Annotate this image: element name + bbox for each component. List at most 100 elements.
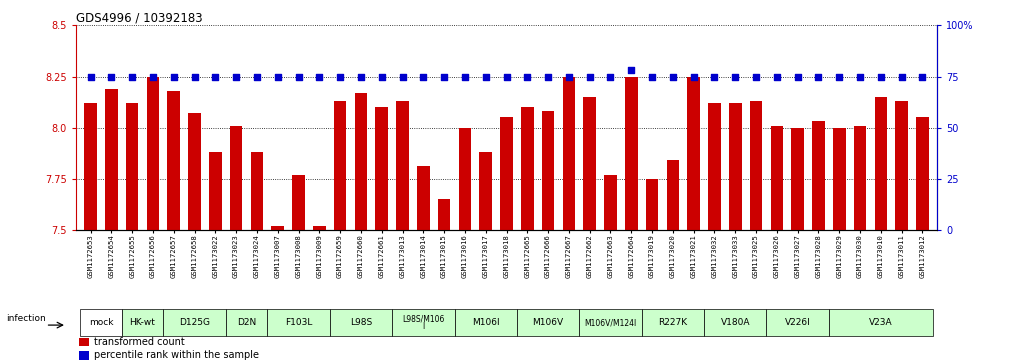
Point — [748, 74, 764, 79]
Point — [228, 74, 244, 79]
Point — [457, 74, 473, 79]
Bar — [250, 152, 263, 230]
Bar — [708, 103, 720, 230]
Text: percentile rank within the sample: percentile rank within the sample — [94, 350, 258, 360]
FancyBboxPatch shape — [392, 309, 455, 336]
Point — [810, 74, 827, 79]
FancyBboxPatch shape — [226, 309, 267, 336]
Bar — [396, 101, 409, 230]
Point — [789, 74, 805, 79]
Point — [873, 74, 889, 79]
Bar — [188, 113, 201, 230]
Bar — [729, 103, 742, 230]
Point — [103, 74, 120, 79]
Bar — [438, 199, 451, 230]
Bar — [355, 93, 367, 230]
Bar — [167, 91, 180, 230]
Point — [623, 68, 639, 73]
Text: V180A: V180A — [720, 318, 750, 327]
FancyBboxPatch shape — [455, 309, 517, 336]
Point — [415, 74, 432, 79]
Bar — [688, 77, 700, 230]
Text: D2N: D2N — [237, 318, 256, 327]
Point — [145, 74, 161, 79]
Text: M106V/M124I: M106V/M124I — [585, 318, 636, 327]
Bar — [126, 103, 139, 230]
Point — [436, 74, 452, 79]
Text: D125G: D125G — [179, 318, 210, 327]
Bar — [916, 117, 929, 230]
Bar — [667, 160, 679, 230]
Bar — [417, 166, 430, 230]
Point — [394, 74, 410, 79]
FancyBboxPatch shape — [329, 309, 392, 336]
FancyBboxPatch shape — [267, 309, 329, 336]
Text: mock: mock — [89, 318, 113, 327]
Text: F103L: F103L — [285, 318, 312, 327]
Point — [124, 74, 140, 79]
Point — [561, 74, 577, 79]
FancyBboxPatch shape — [579, 309, 641, 336]
Point — [186, 74, 203, 79]
Text: HK-wt: HK-wt — [130, 318, 155, 327]
Point — [520, 74, 536, 79]
Bar — [334, 101, 346, 230]
Point — [852, 74, 868, 79]
Point — [540, 74, 556, 79]
Text: M106I: M106I — [472, 318, 499, 327]
Point — [644, 74, 660, 79]
Bar — [874, 97, 887, 230]
Point — [477, 74, 493, 79]
Bar — [854, 126, 866, 230]
Bar — [812, 122, 825, 230]
Bar — [293, 175, 305, 230]
Point — [603, 74, 619, 79]
Point — [581, 74, 598, 79]
Point — [727, 74, 744, 79]
FancyBboxPatch shape — [122, 309, 163, 336]
Bar — [625, 77, 637, 230]
Point — [706, 74, 722, 79]
Point — [498, 74, 515, 79]
Bar — [500, 117, 513, 230]
Point — [665, 74, 681, 79]
Bar — [833, 127, 846, 230]
Text: M106V: M106V — [533, 318, 563, 327]
Bar — [646, 179, 658, 230]
Point — [353, 74, 369, 79]
Bar — [895, 101, 908, 230]
Point — [311, 74, 327, 79]
Bar — [84, 103, 97, 230]
Point — [249, 74, 265, 79]
Point — [769, 74, 785, 79]
Bar — [459, 127, 471, 230]
Text: transformed count: transformed count — [94, 337, 184, 347]
FancyBboxPatch shape — [517, 309, 579, 336]
Text: L98S/M106
I: L98S/M106 I — [402, 314, 445, 331]
Text: GDS4996 / 10392183: GDS4996 / 10392183 — [76, 11, 203, 24]
Text: V23A: V23A — [869, 318, 892, 327]
FancyBboxPatch shape — [641, 309, 704, 336]
Point — [374, 74, 390, 79]
FancyBboxPatch shape — [829, 309, 933, 336]
Bar — [313, 226, 325, 230]
Bar — [562, 77, 575, 230]
Bar — [771, 126, 783, 230]
FancyBboxPatch shape — [80, 309, 122, 336]
Point — [269, 74, 286, 79]
Text: R227K: R227K — [658, 318, 688, 327]
Bar — [376, 107, 388, 230]
Text: L98S: L98S — [349, 318, 372, 327]
Bar — [230, 126, 242, 230]
Bar — [604, 175, 617, 230]
Bar — [521, 107, 534, 230]
Point — [686, 74, 702, 79]
Text: V226I: V226I — [785, 318, 810, 327]
Point — [332, 74, 348, 79]
Bar — [147, 77, 159, 230]
Bar — [79, 351, 89, 359]
Point — [832, 74, 848, 79]
FancyBboxPatch shape — [767, 309, 829, 336]
Point — [82, 74, 98, 79]
Bar — [542, 111, 554, 230]
